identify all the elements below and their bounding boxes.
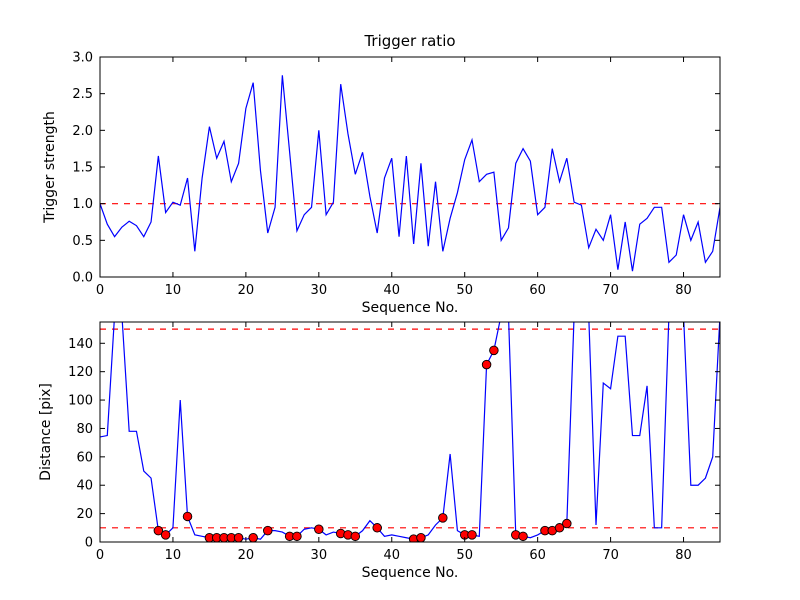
top-chart: 0 10 20 30 40 50 60 70 80 0.0 0.5 1.0 1.5 2.0 2.5 3.0 [72,51,721,298]
x-tick-label: 50 [456,548,473,563]
top-ylabel: Trigger strength [42,111,58,224]
y-tick-label: 80 [76,422,93,437]
y-tick-label: 1.5 [72,161,93,176]
y-tick-label: 140 [68,337,93,352]
y-tick-label: 100 [68,394,93,409]
x-tick-label: 30 [311,283,328,298]
y-tick-label: 2.0 [72,124,93,139]
y-tick-label: 40 [76,479,93,494]
y-tick-label: 60 [76,450,93,465]
y-tick-label: 120 [68,365,93,380]
y-tick-label: 3.0 [72,51,93,66]
bottom-ylabel: Distance [pix] [38,383,54,481]
x-tick-label: 60 [529,548,546,563]
x-tick-label: 30 [311,548,328,563]
top-xlabel: Sequence No. [362,300,459,316]
x-tick-label: 50 [456,283,473,298]
y-tick-label: 1.0 [72,197,93,212]
y-tick-label: 0.5 [72,234,93,249]
y-tick-label: 0 [85,536,93,551]
y-tick-label: 2.5 [72,87,93,102]
x-tick-label: 10 [165,283,182,298]
x-tick-label: 40 [383,548,400,563]
x-tick-label: 0 [96,283,104,298]
x-tick-label: 0 [96,548,104,563]
x-tick-label: 80 [675,548,692,563]
y-tick-label: 20 [76,507,93,522]
x-tick-label: 20 [238,548,255,563]
bottom-chart: 0 10 20 30 40 50 60 70 80 0 20 40 60 80 100 120 140 [68,321,721,563]
x-tick-label: 70 [602,548,619,563]
x-tick-label: 20 [238,283,255,298]
x-tick-label: 10 [165,548,182,563]
x-tick-label: 40 [383,283,400,298]
bottom-xlabel: Sequence No. [362,565,459,581]
x-tick-label: 80 [675,283,692,298]
x-tick-label: 60 [529,283,546,298]
x-tick-label: 70 [602,283,619,298]
y-tick-label: 0.0 [72,271,93,286]
top-chart-title: Trigger ratio [363,32,455,50]
